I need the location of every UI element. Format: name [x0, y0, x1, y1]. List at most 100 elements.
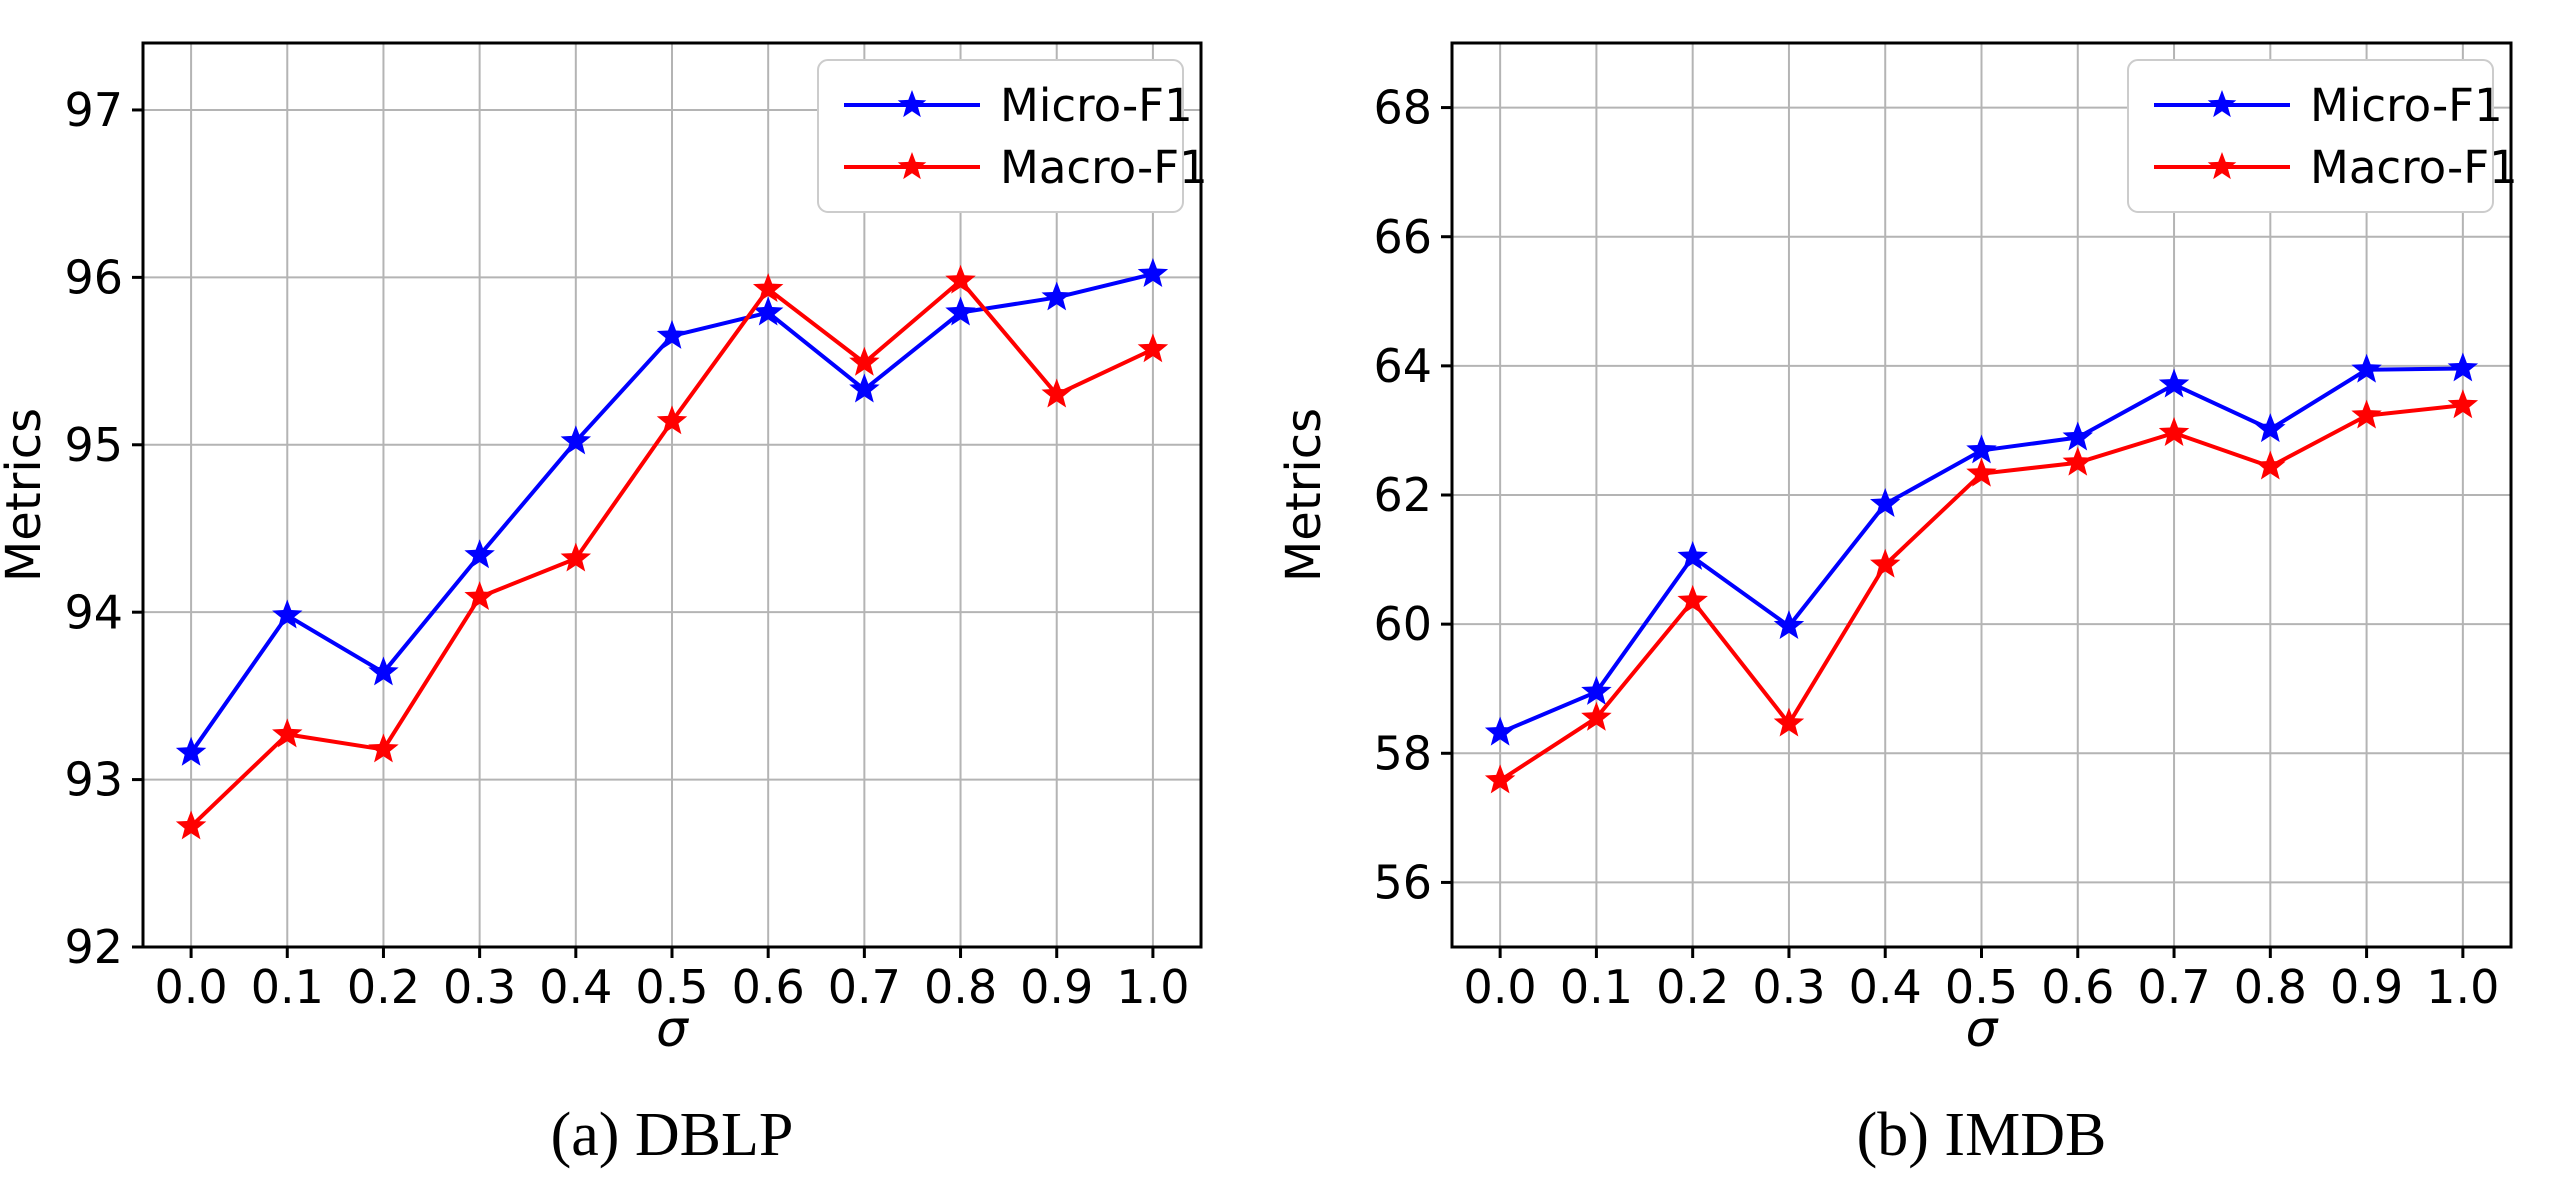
- dblp-series-micro-f1: [175, 258, 1169, 766]
- imdb-y-tick-label: 58: [1373, 726, 1432, 780]
- imdb-caption: (b) IMDB: [1856, 1101, 2107, 1169]
- imdb-macro-f1-marker: [2351, 399, 2382, 429]
- dblp-macro-f1-marker: [272, 718, 303, 748]
- dblp-chart: 0.0 0.1 0.2 0.3 0.4 0.5 0.6 0.7 0.8 0.9 1.0 92 93 94 9…: [0, 41, 1208, 1058]
- imdb-x-tick-label: 0.4: [1849, 960, 1922, 1014]
- dblp-legend-label: Micro-F1: [1000, 79, 1193, 132]
- imdb-x-tick-label: 0.0: [1464, 960, 1537, 1014]
- dblp-micro-f1-marker: [175, 736, 207, 766]
- imdb-y-tick-label: 64: [1373, 339, 1432, 393]
- imdb-x-tick-label: 0.6: [2041, 960, 2114, 1014]
- dblp-macro-f1-marker: [560, 542, 592, 572]
- dblp-x-tick-label: 0.5: [635, 960, 708, 1014]
- dblp-y-tick-label: 96: [64, 250, 123, 304]
- dblp-x-tick-label: 0.3: [443, 960, 516, 1014]
- imdb-macro-f1-marker: [2158, 417, 2190, 446]
- imdb-macro-f1-marker: [1773, 707, 1805, 737]
- dblp-micro-f1-marker: [752, 296, 784, 326]
- imdb-series-macro-f1: [1484, 389, 2479, 794]
- dblp-macro-f1-marker: [945, 264, 976, 294]
- dblp-x-axis-label: σ: [656, 1000, 689, 1058]
- imdb-x-tick-label: 0.1: [1560, 960, 1633, 1014]
- dblp-legend-star-marker: [897, 90, 927, 118]
- dblp-x-tick-label: 1.0: [1116, 960, 1189, 1014]
- dblp-micro-f1-marker: [368, 656, 399, 686]
- imdb-x-tick-label: 0.7: [2137, 960, 2210, 1014]
- dblp-panel: 0.0 0.1 0.2 0.3 0.4 0.5 0.6 0.7 0.8 0.9 1.0 92 93 94 9…: [0, 41, 1208, 1169]
- dblp-legend-label: Macro-F1: [1000, 141, 1208, 194]
- dblp-y-axis-label: Metrics: [0, 408, 52, 582]
- dblp-macro-f1-marker: [1041, 378, 1072, 408]
- imdb-macro-f1-marker: [1484, 764, 1516, 794]
- dblp-x-tick-label: 0.7: [828, 960, 901, 1014]
- imdb-macro-f1-marker: [1581, 701, 1612, 731]
- imdb-macro-f1-marker: [1677, 584, 1708, 614]
- dblp-x-tick-label: 0.6: [732, 960, 805, 1014]
- dblp-macro-f1-marker: [175, 810, 207, 840]
- imdb-y-tick-label: 56: [1373, 856, 1432, 910]
- imdb-macro-f1-marker: [2255, 450, 2286, 480]
- imdb-micro-f1-marker: [2062, 421, 2093, 451]
- dblp-micro-f1-marker: [272, 599, 303, 629]
- dblp-y-tick-label: 97: [64, 83, 123, 137]
- imdb-legend-label: Micro-F1: [2310, 79, 2503, 132]
- dblp-series-macro-f1: [175, 264, 1169, 840]
- dblp-micro-f1-marker: [464, 539, 495, 569]
- imdb-y-tick-label: 60: [1373, 597, 1432, 651]
- imdb-micro-f1-marker: [1581, 675, 1612, 705]
- dblp-micro-f1-marker: [1041, 281, 1072, 311]
- imdb-series-micro-f1: [1484, 352, 2479, 746]
- dblp-x-tick-label: 0.9: [1020, 960, 1093, 1014]
- dblp-y-tick-label: 92: [64, 920, 123, 974]
- imdb-chart: 0.0 0.1 0.2 0.3 0.4 0.5 0.6 0.7 0.8 0.9 1.0 56 58 60 6…: [1280, 41, 2518, 1058]
- dblp-y-tick-label: 93: [64, 753, 123, 807]
- dblp-macro-f1-marker: [464, 581, 495, 611]
- imdb-x-tick-label: 1.0: [2426, 960, 2499, 1014]
- imdb-legend-star-marker: [2207, 90, 2237, 118]
- imdb-legend: Micro-F1 Macro-F1: [2127, 59, 2518, 213]
- imdb-macro-f1-marker: [1966, 457, 1997, 487]
- dblp-macro-f1-marker: [368, 733, 399, 763]
- imdb-y-axis-label: Metrics: [1280, 408, 1332, 582]
- imdb-micro-f1-marker: [2351, 353, 2382, 383]
- imdb-ticks: [1441, 106, 2465, 958]
- imdb-macro-f1-marker: [2447, 389, 2479, 419]
- dblp-x-tick-label: 0.4: [539, 960, 612, 1014]
- imdb-micro-f1-marker: [2158, 368, 2190, 398]
- imdb-legend-star-marker: [2207, 152, 2237, 180]
- dblp-y-tick-label: 94: [64, 585, 123, 639]
- dblp-macro-f1-marker: [752, 273, 784, 303]
- dblp-micro-f1-marker: [849, 373, 880, 403]
- imdb-micro-f1-marker: [1773, 610, 1805, 640]
- dblp-caption: (a) DBLP: [550, 1101, 794, 1169]
- imdb-y-tick-label: 66: [1373, 210, 1432, 264]
- imdb-legend-label: Macro-F1: [2310, 141, 2518, 194]
- dblp-x-tick-label: 0.2: [347, 960, 420, 1014]
- imdb-micro-f1-marker: [1870, 488, 1901, 517]
- imdb-x-tick-label: 0.8: [2234, 960, 2307, 1014]
- dblp-macro-f1-marker: [1137, 333, 1169, 363]
- dblp-ticks: [132, 108, 1155, 958]
- dblp-x-tick-label: 0.0: [155, 960, 228, 1014]
- imdb-macro-f1-marker: [1870, 548, 1901, 578]
- imdb-x-tick-label: 0.5: [1945, 960, 2018, 1014]
- dblp-macro-f1-marker: [656, 405, 688, 435]
- imdb-micro-f1-marker: [1677, 540, 1708, 570]
- dblp-legend-star-marker: [897, 152, 927, 180]
- imdb-micro-f1-marker: [2255, 413, 2286, 443]
- dblp-micro-f1-marker: [560, 425, 592, 455]
- dblp-micro-f1-marker: [945, 296, 976, 326]
- imdb-micro-f1-marker: [1966, 434, 1997, 464]
- imdb-y-tick-label: 62: [1373, 468, 1432, 522]
- imdb-micro-f1-marker: [1484, 716, 1516, 746]
- imdb-panel: 0.0 0.1 0.2 0.3 0.4 0.5 0.6 0.7 0.8 0.9 1.0 56 58 60 6…: [1280, 0, 2559, 1185]
- dblp-macro-f1-marker: [849, 346, 880, 376]
- imdb-y-tick-label: 68: [1373, 81, 1432, 135]
- dblp-y-tick-label: 95: [64, 418, 123, 472]
- imdb-x-axis-label: σ: [1966, 1000, 1999, 1058]
- dblp-legend: Micro-F1 Macro-F1: [817, 59, 1208, 213]
- dblp-x-tick-label: 0.1: [251, 960, 324, 1014]
- dblp-micro-f1-marker: [1137, 258, 1169, 287]
- dblp-micro-f1-marker: [656, 319, 688, 349]
